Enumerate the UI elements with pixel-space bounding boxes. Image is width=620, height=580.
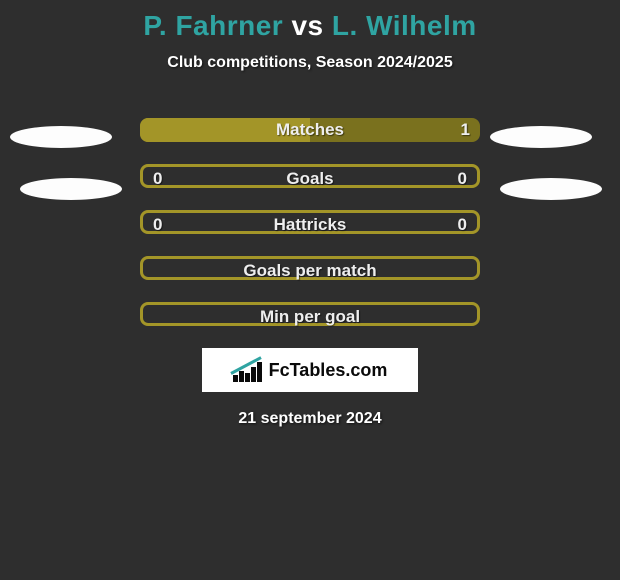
- stat-bar: Matches1: [140, 118, 480, 142]
- stat-label: Goals per match: [143, 259, 477, 283]
- stat-bar: Goals per match: [140, 256, 480, 280]
- stat-value-left: 0: [153, 213, 162, 237]
- comparison-bars: Matches1Goals00Hattricks00Goals per matc…: [0, 118, 620, 326]
- fctables-logo: FcTables.com: [202, 348, 418, 392]
- stat-bar: Hattricks0 0: [140, 210, 480, 234]
- stat-label: Goals: [143, 167, 477, 191]
- stat-bar: Goals0 0: [140, 164, 480, 188]
- side-ellipse: [500, 178, 602, 200]
- stat-value-left: 0: [153, 167, 162, 191]
- logo-bar: [257, 362, 262, 382]
- side-ellipse: [20, 178, 122, 200]
- player1-name: P. Fahrner: [143, 10, 283, 41]
- stat-value-right: 1: [461, 118, 470, 142]
- side-ellipse: [490, 126, 592, 148]
- season-subtitle: Club competitions, Season 2024/2025: [0, 54, 620, 72]
- stat-row: Min per goal: [0, 302, 620, 326]
- comparison-title: P. Fahrner vs L. Wilhelm: [0, 10, 620, 42]
- vs-text: vs: [291, 10, 323, 41]
- logo-chart-icon: [233, 358, 263, 382]
- stat-label: Hattricks: [143, 213, 477, 237]
- logo-bar: [233, 375, 238, 382]
- stat-row: Goals per match: [0, 256, 620, 280]
- logo-bar: [245, 373, 250, 382]
- side-ellipse: [10, 126, 112, 148]
- stat-label: Min per goal: [143, 305, 477, 329]
- logo-text: FcTables.com: [269, 360, 388, 381]
- stat-row: Hattricks0 0: [0, 210, 620, 234]
- player2-name: L. Wilhelm: [332, 10, 477, 41]
- logo-bar: [239, 371, 244, 382]
- stat-bar: Min per goal: [140, 302, 480, 326]
- stat-value-right: 0: [458, 213, 467, 237]
- stat-bar-left-fill: [140, 118, 310, 142]
- logo-bar: [251, 367, 256, 382]
- stat-value-right: 0: [458, 167, 467, 191]
- date-text: 21 september 2024: [0, 410, 620, 428]
